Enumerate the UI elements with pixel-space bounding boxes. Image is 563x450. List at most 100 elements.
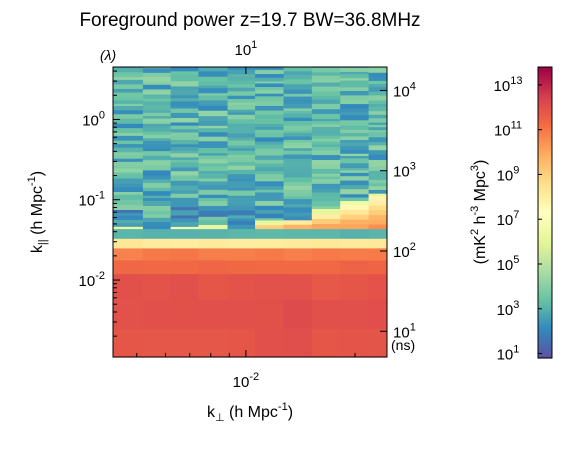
heatmap-cell [255, 173, 285, 179]
heatmap-cell [170, 112, 199, 118]
heatmap-cell [283, 74, 313, 80]
heatmap-cell [142, 109, 172, 113]
heatmap-cell [113, 222, 144, 227]
heatmap-cell [340, 132, 370, 137]
heatmap-cell [340, 155, 370, 159]
heatmap-cell [142, 328, 172, 358]
heatmap-cell [198, 273, 229, 300]
heatmap-cell [170, 73, 199, 78]
colorbar-segment [538, 343, 552, 347]
heatmap-cell [227, 212, 256, 216]
colorbar-segment [538, 348, 552, 352]
heatmap-cell [113, 132, 144, 136]
heatmap-cell [198, 194, 229, 199]
heatmap-cell [170, 108, 199, 113]
heatmap-cell [340, 219, 370, 225]
heatmap-cell [142, 182, 172, 188]
heatmap-cell [113, 168, 144, 173]
heatmap-cell [142, 197, 172, 201]
heatmap-cell [113, 228, 144, 239]
x-tick-label: 10-2 [233, 371, 259, 391]
heatmap-cell [255, 166, 285, 171]
plot-area [113, 67, 388, 358]
heatmap-cell [227, 95, 256, 100]
heatmap-cell [368, 200, 388, 206]
heatmap-cell [311, 141, 341, 145]
heatmap-cell [198, 155, 229, 160]
heatmap-cell [340, 172, 370, 177]
colorbar-segment [538, 100, 552, 104]
heatmap-cell [255, 136, 285, 142]
heatmap-cell [227, 83, 256, 88]
heatmap-cell [368, 117, 388, 123]
heatmap-cell [113, 127, 144, 134]
heatmap-cell [142, 72, 172, 77]
colorbar-segment [538, 113, 552, 117]
heatmap-cell [142, 137, 172, 141]
heatmap-cell [227, 161, 256, 166]
colorbar-segment [538, 222, 552, 226]
heatmap-cell [283, 107, 313, 111]
right-tick-label: 103 [393, 161, 416, 181]
colorbar-segment [538, 214, 552, 218]
heatmap-cell [283, 176, 313, 183]
heatmap-cell [368, 209, 388, 216]
heatmap-cell [255, 192, 285, 197]
heatmap-cell [368, 144, 388, 151]
heatmap-cell [113, 299, 144, 329]
heatmap-cell [283, 224, 313, 230]
heatmap-cell [255, 69, 285, 75]
heatmap-cell [340, 259, 370, 275]
colorbar-segment [538, 324, 552, 328]
heatmap-cell [113, 273, 144, 300]
heatmap-cell [198, 99, 229, 106]
heatmap-cell [311, 195, 341, 202]
heatmap-cell [198, 200, 229, 206]
axes-ticks: 100 10-1 10-2 10-2 101 104 103 102 101 [79, 39, 416, 391]
heatmap-cell [170, 226, 199, 230]
heatmap-cell [255, 126, 285, 130]
heatmap-cell [113, 154, 144, 159]
colorbar-segment [538, 338, 552, 342]
heatmap-cell [227, 76, 256, 81]
heatmap-cell [113, 118, 144, 124]
colorbar-segment [538, 304, 552, 308]
heatmap-cell [227, 180, 256, 186]
heatmap-cell [170, 122, 199, 126]
colorbar-segment [538, 195, 552, 199]
colorbar-segment [538, 261, 552, 265]
heatmap-cell [283, 228, 313, 239]
heatmap-cell [142, 238, 172, 249]
heatmap-cell [198, 212, 229, 217]
colorbar-segment [538, 81, 552, 85]
heatmap-cell [198, 127, 229, 133]
colorbar-segment [538, 86, 552, 90]
heatmap-cell [170, 76, 199, 82]
heatmap-cell [227, 173, 256, 179]
heatmap-cell [283, 130, 313, 134]
heatmap-cell [142, 187, 172, 192]
heatmap-cell [142, 224, 172, 230]
colorbar-segment [538, 268, 552, 272]
heatmap-cell [311, 120, 341, 125]
heatmap-cell [227, 73, 256, 77]
heatmap-cell [227, 197, 256, 204]
heatmap-cell [311, 191, 341, 196]
heatmap-cell [368, 76, 388, 81]
heatmap-cell [142, 115, 172, 119]
heatmap-cell [311, 238, 341, 249]
heatmap-cell [227, 114, 256, 120]
heatmap-cell [198, 136, 229, 142]
heatmap-cell [283, 67, 313, 72]
heatmap-cell [198, 140, 229, 145]
heatmap-cell [368, 195, 388, 201]
heatmap-cell [283, 173, 313, 178]
colorbar-segment [538, 117, 552, 121]
heatmap-cell [255, 150, 285, 156]
colorbar-segment [538, 280, 552, 284]
heatmap-cell [142, 190, 172, 196]
heatmap-cell [311, 218, 341, 225]
heatmap-cell [113, 143, 144, 148]
heatmap-cell [368, 149, 388, 155]
heatmap-cell [311, 135, 341, 139]
